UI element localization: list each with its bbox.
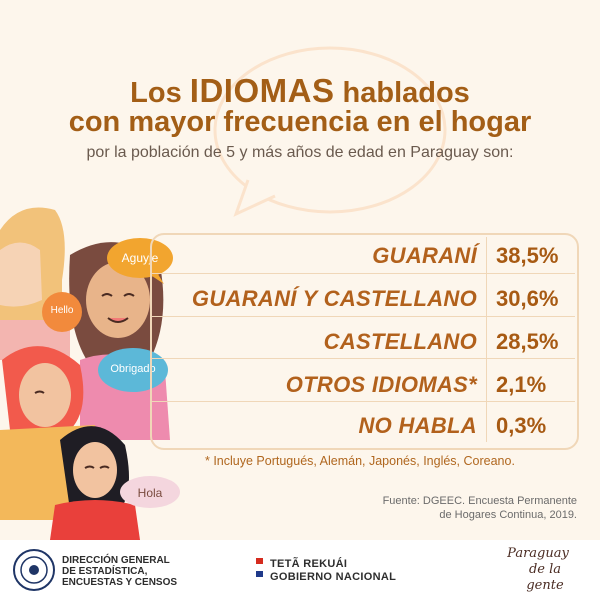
row-separator [150, 358, 575, 359]
row-separator [150, 316, 575, 317]
table-row: CASTELLANO 28,5% [0, 323, 600, 363]
row-value: 28,5% [496, 329, 559, 354]
hello-bubble [42, 292, 82, 332]
dgeec-seal-icon [13, 549, 55, 591]
flag-red-icon [256, 558, 263, 564]
hello-text: Hello [50, 305, 74, 316]
row-value: 0,3% [496, 413, 547, 438]
row-value: 2,1% [496, 372, 547, 397]
row-category: CASTELLANO [323, 329, 477, 354]
woman-face [86, 262, 150, 338]
table-row: GUARANÍ 38,5% [0, 237, 600, 277]
table-row: OTROS IDIOMAS* 2,1% [0, 366, 600, 406]
aguyje-text: Aguyje [121, 251, 159, 265]
row-category: NO HABLA [358, 413, 477, 438]
language-table [150, 233, 579, 450]
hola-bubble [120, 476, 180, 508]
title-line-1: Los IDIOMAS hablados [130, 72, 470, 109]
aguyje-bubble [107, 238, 173, 284]
title-line-2: con mayor frecuencia en el hogar [68, 106, 532, 138]
table-row: NO HABLA 0,3% [0, 407, 600, 447]
row-separator [150, 273, 575, 274]
source-note: Fuente: DGEEC. Encuesta Permanente de Ho… [382, 495, 577, 521]
row-category: OTROS IDIOMAS* [285, 372, 477, 397]
flag-blue-icon [256, 571, 263, 577]
hola-text: Hola [137, 486, 163, 500]
row-value: 30,6% [496, 286, 559, 311]
gov-line-2: GOBIERNO NACIONAL [270, 571, 397, 583]
gov-line-1: TETÃ REKUÁI [270, 558, 348, 570]
paraguay-brand-logo: Paraguay de la gente [507, 546, 569, 593]
footnote: * Incluye Portugués, Alemán, Japonés, In… [205, 454, 515, 468]
footer-bar: DIRECCIÓN GENERAL DE ESTADÍSTICA, ENCUES… [0, 540, 600, 600]
row-value: 38,5% [496, 243, 559, 268]
table-divider [486, 237, 487, 442]
table-row: GUARANÍ Y CASTELLANO 30,6% [0, 280, 600, 320]
row-category: GUARANÍ [372, 243, 477, 268]
obrigado-text: Obrigado [110, 363, 156, 375]
subtitle: por la población de 5 y más años de edad… [86, 144, 514, 161]
row-separator [150, 401, 575, 402]
row-category: GUARANÍ Y CASTELLANO [191, 286, 477, 311]
dgeec-name: DIRECCIÓN GENERAL DE ESTADÍSTICA, ENCUES… [62, 555, 178, 588]
